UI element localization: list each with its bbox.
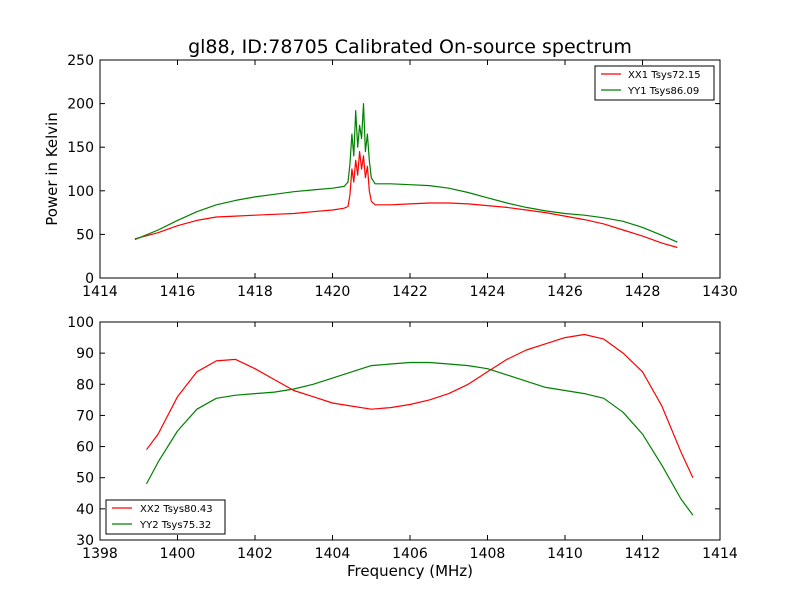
top-y-tick-label: 250 [67, 53, 94, 69]
top-x-tick-label: 1424 [470, 284, 506, 300]
bottom-series-line-yy [145, 361, 694, 516]
bottom-panel: 1398 1400 1402 1404 1406 1408 1410 1412 1414 30 40… [67, 315, 738, 580]
top-y-tick-label: 0 [85, 271, 94, 287]
top-panel-axes: 1414 1416 1418 1420 1422 1424 1426 1428 1430 0 50 1… [67, 53, 738, 300]
bottom-x-tick-label: 1402 [237, 546, 273, 562]
legend-label-xx1: XX1 Tsys72.15 [628, 70, 701, 81]
bottom-panel-axes: 1398 1400 1402 1404 1406 1408 1410 1412 1414 30 40… [67, 315, 738, 562]
bottom-y-tick-label: 80 [76, 377, 94, 393]
top-y-tick-label: 150 [67, 140, 94, 156]
bottom-series-line-xx [146, 333, 694, 478]
top-x-tick-label: 1416 [160, 284, 196, 300]
top-x-tick-label: 1414 [82, 284, 118, 300]
top-x-tick-label: 1428 [625, 284, 661, 300]
top-panel: 1414 1416 1418 1420 1422 1424 1426 1428 1430 0 50 1… [43, 53, 738, 300]
bottom-x-tick-label: 1404 [315, 546, 351, 562]
bottom-y-tick-label: 70 [76, 408, 94, 424]
legend-label-yy2: YY2 Tsys75.32 [139, 520, 211, 531]
bottom-y-tick-label: 100 [67, 315, 94, 331]
bottom-panel-legend-box [105, 499, 226, 535]
bottom-panel-x-axis-label: Frequency (MHz) [347, 562, 473, 580]
chart-title: gl88, ID:78705 Calibrated On-source spec… [188, 36, 632, 58]
top-panel-y-axis-label: Power in Kelvin [43, 112, 61, 226]
top-panel-legend-box [594, 65, 715, 101]
top-x-tick-label: 1426 [547, 284, 583, 300]
top-y-tick-label: 200 [67, 97, 94, 113]
top-panel-legend: XX1 Tsys72.15 YY1 Tsys86.09 [594, 65, 715, 101]
top-x-tick-label: 1430 [702, 284, 738, 300]
top-y-tick-label: 100 [67, 184, 94, 200]
top-y-tick-label: 50 [76, 227, 94, 243]
top-series-line-xx [134, 151, 678, 249]
bottom-y-tick-label: 50 [76, 471, 94, 487]
bottom-y-tick-label: 30 [76, 533, 94, 549]
bottom-x-tick-label: 1408 [470, 546, 506, 562]
bottom-x-tick-label: 1414 [702, 546, 738, 562]
bottom-x-tick-label: 1400 [160, 546, 196, 562]
top-series-line-yy [134, 103, 678, 243]
bottom-y-tick-label: 40 [76, 502, 94, 518]
bottom-x-tick-label: 1410 [547, 546, 583, 562]
top-x-tick-label: 1420 [315, 284, 351, 300]
bottom-x-tick-label: 1412 [625, 546, 661, 562]
legend-label-yy1: YY1 Tsys86.09 [627, 86, 699, 97]
top-panel-plot-area [134, 103, 678, 249]
legend-label-xx2: XX2 Tsys80.43 [140, 504, 213, 515]
bottom-panel-legend: XX2 Tsys80.43 YY2 Tsys75.32 [105, 499, 226, 535]
bottom-panel-plot-area [145, 333, 694, 516]
bottom-x-tick-label: 1398 [82, 546, 118, 562]
top-x-tick-label: 1422 [392, 284, 428, 300]
bottom-y-tick-label: 60 [76, 440, 94, 456]
top-x-tick-label: 1418 [237, 284, 273, 300]
bottom-y-tick-label: 90 [76, 346, 94, 362]
bottom-x-tick-label: 1406 [392, 546, 428, 562]
